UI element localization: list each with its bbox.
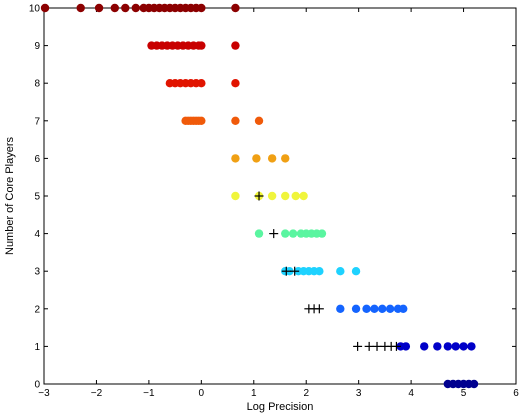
x-tick-label: −2 — [91, 388, 103, 399]
data-point — [76, 3, 85, 13]
data-point — [281, 191, 290, 201]
y-tick-label: 8 — [34, 79, 40, 90]
data-point — [40, 3, 50, 13]
data-point — [399, 304, 408, 313]
data-point — [197, 41, 206, 50]
plot-area — [43, 7, 517, 385]
data-point — [291, 191, 300, 201]
y-tick-label: 5 — [34, 192, 40, 203]
data-point — [197, 3, 206, 13]
data-point — [288, 229, 298, 238]
data-point — [197, 79, 206, 88]
data-point — [451, 342, 460, 351]
data-point — [378, 304, 387, 313]
data-point — [252, 154, 261, 163]
x-tick-label: 3 — [356, 388, 362, 399]
plus-marker — [269, 229, 279, 239]
data-point — [385, 304, 395, 313]
data-point — [469, 379, 479, 389]
x-tick-label: 6 — [513, 388, 519, 399]
y-tick-label: 3 — [34, 267, 40, 278]
data-point — [281, 229, 290, 238]
data-point — [94, 3, 104, 13]
axis-ticks: −3 −2 −1 0 1 2 3 4 5 6 0 1 2 3 4 5 6 7 8 9 10 — [29, 4, 519, 400]
data-point — [459, 342, 468, 351]
y-axis-label: Number of Core Players — [4, 137, 16, 255]
data-point — [197, 116, 206, 126]
y-tick-label: 6 — [34, 154, 40, 165]
y-tick-label: 4 — [34, 229, 40, 240]
data-point — [131, 3, 140, 13]
x-tick-label: 2 — [303, 388, 309, 399]
plus-marker — [372, 341, 382, 351]
data-point — [370, 304, 379, 313]
data-point — [336, 267, 345, 276]
data-point — [231, 3, 240, 13]
data-point — [231, 116, 240, 126]
y-tick-label: 9 — [34, 41, 40, 52]
data-point — [317, 229, 327, 238]
plus-marker — [391, 341, 401, 351]
data-point — [267, 154, 277, 163]
y-tick-label: 7 — [34, 116, 40, 127]
data-point — [121, 3, 130, 13]
data-point — [336, 304, 345, 313]
plus-marker — [353, 341, 363, 351]
data-point — [254, 116, 264, 126]
data-point — [351, 267, 361, 276]
data-points — [40, 3, 479, 389]
y-tick-label: 0 — [34, 380, 40, 391]
data-point — [231, 41, 240, 50]
data-point — [362, 304, 371, 313]
plus-marker — [254, 191, 264, 201]
x-tick-label: −1 — [143, 388, 155, 399]
data-point — [433, 342, 442, 351]
data-point — [299, 191, 308, 201]
y-tick-label: 1 — [34, 342, 40, 353]
data-point — [254, 229, 264, 238]
x-axis-label: Log Precision — [247, 401, 314, 413]
data-point — [110, 3, 120, 13]
plus-marker — [364, 341, 374, 351]
x-tick-label: −3 — [38, 388, 50, 399]
plus-marker — [290, 266, 300, 276]
data-point — [315, 267, 324, 276]
x-tick-label: 1 — [251, 388, 257, 399]
data-point — [443, 342, 453, 351]
data-point — [231, 79, 240, 88]
data-point — [420, 342, 429, 351]
data-point — [231, 191, 240, 201]
x-tick-label: 0 — [199, 388, 205, 399]
y-tick-label: 10 — [29, 4, 41, 15]
data-point — [401, 342, 411, 351]
data-point — [351, 304, 361, 313]
data-point — [231, 154, 240, 163]
plus-marker — [314, 304, 324, 314]
y-tick-label: 2 — [34, 304, 40, 315]
plus-marker — [281, 266, 291, 276]
x-tick-label: 5 — [461, 388, 467, 399]
x-tick-label: 4 — [408, 388, 414, 399]
data-point — [467, 342, 476, 351]
data-point — [281, 154, 290, 163]
data-point — [267, 191, 277, 201]
